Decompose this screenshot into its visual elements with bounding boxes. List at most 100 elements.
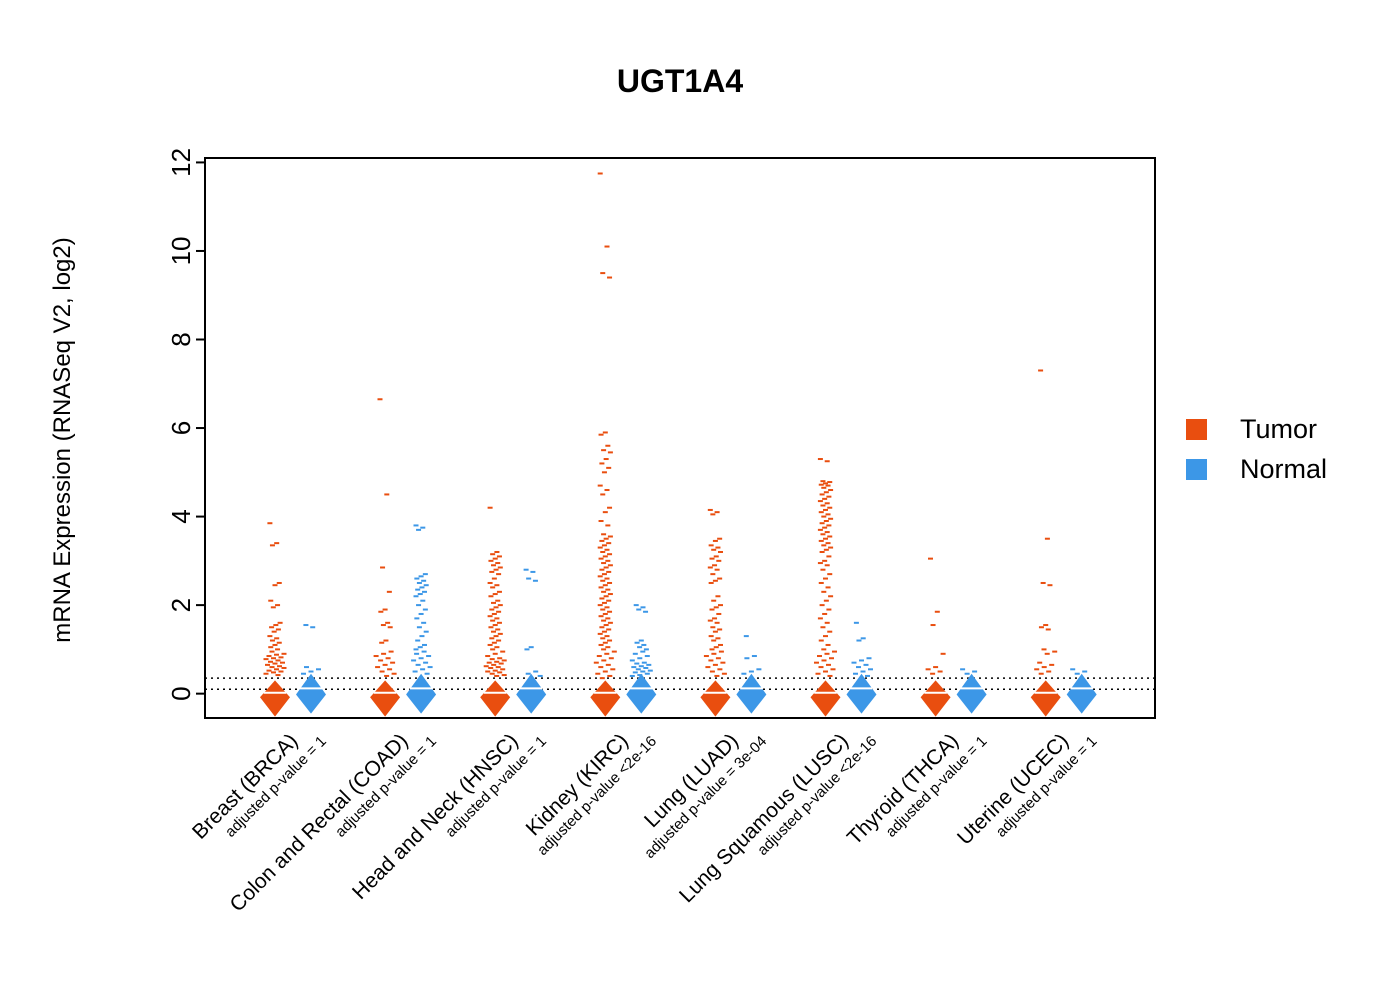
tumor-outlier-point (601, 648, 607, 651)
tumor-outlier-point (711, 548, 717, 551)
tumor-outlier-point (275, 674, 281, 677)
tumor-outlier-point (607, 535, 613, 538)
normal-outlier-point (647, 669, 653, 672)
tumor-outlier-point (494, 674, 500, 677)
tumor-outlier-point (718, 604, 723, 607)
tumor-outlier-point (713, 606, 719, 609)
tumor-outlier-point (263, 672, 269, 675)
tumor-outlier-point (1046, 670, 1052, 673)
normal-outlier-point (423, 630, 429, 633)
legend-label-normal: Normal (1240, 454, 1327, 484)
tumor-outlier-point (595, 672, 601, 675)
normal-outlier-point (640, 670, 646, 673)
tumor-outlier-point (822, 559, 828, 562)
normal-outlier-point (636, 608, 642, 611)
normal-outlier-point (644, 672, 650, 675)
tumor-outlier-point (379, 670, 385, 673)
legend-label-tumor: Tumor (1240, 414, 1317, 444)
tumor-outlier-point (275, 659, 281, 662)
tumor-outlier-point (1043, 624, 1049, 627)
tumor-outlier-point (1041, 648, 1047, 651)
tumor-outlier-point (272, 662, 278, 665)
tumor-outlier-point (501, 674, 507, 677)
tumor-outlier-point (823, 635, 828, 638)
tumor-outlier-point (607, 593, 613, 596)
tumor-outlier-point (934, 610, 940, 613)
normal-outlier-point (423, 584, 429, 587)
normal-outlier-point (414, 652, 420, 655)
y-axis-tick-label: 4 (166, 509, 196, 523)
normal-outlier-point (528, 646, 534, 649)
tumor-outlier-point (708, 581, 714, 584)
normal-outlier-point (523, 568, 529, 571)
tumor-outlier-point (826, 663, 831, 666)
tumor-outlier-point (826, 608, 832, 611)
tumor-outlier-point (491, 641, 497, 644)
tumor-outlier-point (602, 555, 608, 558)
tumor-outlier-point (487, 506, 493, 509)
tumor-outlier-point (380, 566, 386, 569)
tumor-violin (1030, 680, 1061, 717)
tumor-outlier-point (823, 599, 829, 602)
normal-outlier-point (641, 661, 647, 664)
normal-outlier-point (629, 674, 635, 677)
tumor-outlier-point (715, 595, 721, 598)
tumor-outlier-point (705, 666, 711, 669)
tumor-outlier-point (378, 610, 384, 613)
normal-outlier-point (637, 657, 643, 660)
normal-outlier-point (316, 668, 321, 671)
tumor-outlier-point (268, 599, 274, 602)
normal-outlier-point (1070, 668, 1076, 671)
tumor-outlier-point (606, 542, 612, 545)
tumor-outlier-point (930, 672, 936, 675)
normal-outlier-point (427, 666, 433, 669)
tumor-outlier-point (599, 462, 605, 465)
normal-outlier-point (634, 662, 640, 665)
tumor-outlier-point (491, 663, 497, 666)
tumor-violin (920, 680, 951, 717)
normal-outlier-point (743, 635, 749, 638)
tumor-outlier-point (597, 484, 603, 487)
tumor-outlier-point (488, 626, 494, 629)
tumor-outlier-point (497, 671, 503, 674)
tumor-outlier-point (605, 617, 611, 620)
tumor-outlier-point (709, 670, 715, 673)
tumor-outlier-point (607, 451, 613, 454)
tumor-outlier-point (601, 630, 607, 633)
tumor-outlier-point (712, 539, 718, 542)
normal-outlier-point (421, 650, 427, 653)
tumor-outlier-point (492, 557, 498, 560)
tumor-outlier-point (604, 489, 610, 492)
normal-outlier-point (421, 579, 427, 582)
tumor-outlier-point (717, 668, 723, 671)
tumor-outlier-point (275, 628, 281, 631)
tumor-outlier-point (496, 639, 502, 642)
tumor-outlier-point (818, 581, 824, 584)
y-axis-tick-label: 12 (166, 148, 196, 177)
normal-outlier-point (303, 624, 309, 627)
tumor-outlier-point (832, 650, 837, 653)
tumor-outlier-point (271, 671, 276, 674)
tumor-outlier-point (819, 493, 825, 496)
tumor-outlier-point (607, 581, 613, 584)
tumor-outlier-point (824, 621, 830, 624)
normal-outlier-point (422, 590, 427, 593)
tumor-outlier-point (707, 619, 713, 622)
tumor-outlier-point (828, 546, 834, 549)
tumor-outlier-point (940, 652, 946, 655)
tumor-outlier-point (496, 573, 502, 576)
tumor-outlier-point (825, 542, 831, 545)
tumor-outlier-point (608, 657, 614, 660)
tumor-violin (260, 680, 290, 717)
tumor-outlier-point (1038, 672, 1044, 675)
tumor-outlier-point (496, 590, 502, 593)
normal-outlier-point (426, 655, 432, 658)
tumor-outlier-point (268, 646, 274, 649)
tumor-outlier-point (610, 668, 616, 671)
tumor-outlier-point (490, 553, 496, 556)
normal-outlier-point (741, 672, 747, 675)
tumor-outlier-point (486, 661, 492, 664)
tumor-outlier-point (711, 639, 717, 642)
tumor-outlier-point (607, 564, 613, 567)
